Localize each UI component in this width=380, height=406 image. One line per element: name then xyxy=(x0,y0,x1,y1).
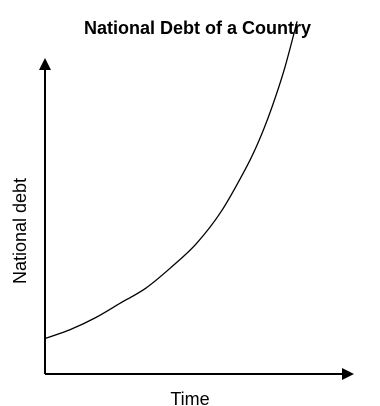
chart-title: National Debt of a Country xyxy=(84,18,312,38)
x-axis-label: Time xyxy=(170,389,209,406)
series-line xyxy=(44,21,298,340)
y-axis-label: National debt xyxy=(10,178,30,284)
